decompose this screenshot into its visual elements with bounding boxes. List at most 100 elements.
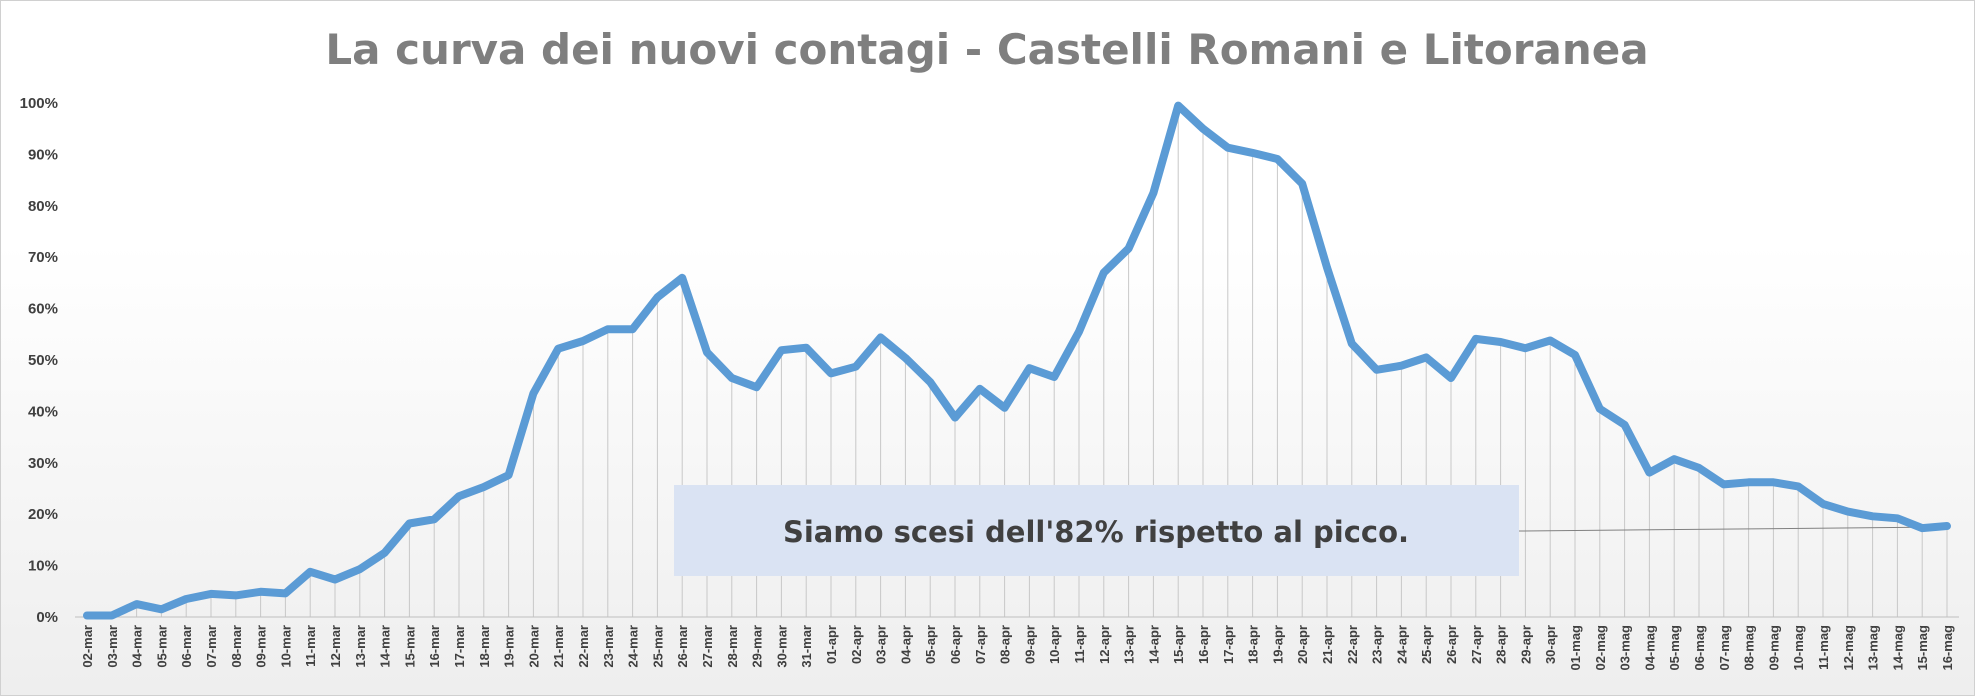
x-tick-label-05-apr: 05-apr xyxy=(923,625,938,664)
data-point-04-mag xyxy=(1646,470,1652,476)
x-tick-label-10-apr: 10-apr xyxy=(1047,625,1062,664)
y-tick-label: 40% xyxy=(28,403,58,420)
data-point-30-mar xyxy=(778,347,784,353)
x-tick-label-04-apr: 04-apr xyxy=(898,625,913,664)
x-tick-label-13-apr: 13-apr xyxy=(1122,625,1137,664)
x-tick-label-30-mar: 30-mar xyxy=(774,625,789,668)
x-tick-label-20-mar: 20-mar xyxy=(526,625,541,668)
x-tick-label-12-apr: 12-apr xyxy=(1097,625,1112,664)
x-tick-label-13-mag: 13-mag xyxy=(1866,625,1881,671)
x-tick-label-08-mar: 08-mar xyxy=(229,625,244,668)
y-tick-label: 30% xyxy=(28,455,58,472)
data-point-12-mar xyxy=(332,576,338,582)
data-point-30-apr xyxy=(1547,337,1553,343)
x-tick-label-03-mar: 03-mar xyxy=(105,625,120,668)
x-tick-label-11-mag: 11-mag xyxy=(1816,625,1831,670)
data-point-23-apr xyxy=(1374,367,1380,373)
y-tick-label: 20% xyxy=(28,506,58,523)
data-point-01-mag xyxy=(1572,352,1578,358)
x-tick-label-17-apr: 17-apr xyxy=(1221,625,1236,664)
x-tick-label-29-apr: 29-apr xyxy=(1518,625,1533,664)
data-point-03-mag xyxy=(1622,422,1628,428)
series-group xyxy=(83,101,1951,620)
data-point-04-mar xyxy=(134,601,140,607)
y-tick-label: 0% xyxy=(36,609,58,626)
x-tick-label-28-mar: 28-mar xyxy=(725,625,740,668)
data-point-11-mar xyxy=(307,569,313,575)
x-tick-label-14-mag: 14-mag xyxy=(1890,625,1905,671)
data-point-08-mar xyxy=(233,592,239,598)
data-point-23-mar xyxy=(605,326,611,332)
x-tick-label-19-apr: 19-apr xyxy=(1270,625,1285,664)
y-axis-ticks: 0% 10% 20% 30% 40% 50% 60% 70% 80% 90% 100% xyxy=(20,95,58,626)
x-tick-label-11-mar: 11-mar xyxy=(303,625,318,667)
data-point-17-apr xyxy=(1225,145,1231,151)
data-point-08-mag xyxy=(1746,479,1752,485)
data-point-22-mar xyxy=(580,338,586,344)
chart-title: La curva dei nuovi contagi - Castelli Ro… xyxy=(325,25,1648,74)
data-point-21-apr xyxy=(1324,264,1330,270)
x-tick-label-06-mag: 06-mag xyxy=(1692,625,1707,671)
x-tick-label-20-apr: 20-apr xyxy=(1295,625,1310,664)
x-tick-label-03-mag: 03-mag xyxy=(1618,625,1633,671)
x-tick-label-07-apr: 07-apr xyxy=(973,625,988,664)
data-point-07-apr xyxy=(977,386,983,392)
annotation-text: Siamo scesi dell'82% rispetto al picco. xyxy=(783,515,1409,549)
data-point-12-mag xyxy=(1845,509,1851,515)
x-tick-label-01-apr: 01-apr xyxy=(824,625,839,664)
data-point-09-apr xyxy=(1026,365,1032,371)
data-point-03-mar xyxy=(109,612,115,618)
data-point-15-apr xyxy=(1175,103,1181,109)
data-point-16-mag xyxy=(1944,523,1950,529)
data-point-29-mar xyxy=(754,384,760,390)
data-point-07-mag xyxy=(1721,481,1727,487)
data-point-14-mag xyxy=(1894,515,1900,521)
x-tick-label-07-mar: 07-mar xyxy=(204,625,219,668)
x-tick-label-26-mar: 26-mar xyxy=(675,625,690,668)
x-tick-label-07-mag: 07-mag xyxy=(1717,625,1732,671)
x-tick-label-16-mag: 16-mag xyxy=(1940,625,1955,671)
data-point-06-mag xyxy=(1696,465,1702,471)
x-tick-label-09-mag: 09-mag xyxy=(1766,625,1781,671)
annotation-leader-line xyxy=(1518,526,1946,532)
data-point-05-apr xyxy=(927,379,933,385)
annotation-box xyxy=(674,485,1519,576)
x-tick-label-26-apr: 26-apr xyxy=(1444,625,1459,664)
data-point-09-mar xyxy=(258,589,264,595)
x-tick-label-09-apr: 09-apr xyxy=(1022,625,1037,664)
y-tick-label: 60% xyxy=(28,301,58,318)
data-point-15-mar xyxy=(406,520,412,526)
data-point-10-mar xyxy=(282,590,288,596)
x-tick-label-09-mar: 09-mar xyxy=(254,625,269,668)
x-tick-label-11-apr: 11-apr xyxy=(1072,625,1087,663)
x-tick-label-02-mag: 02-mag xyxy=(1593,625,1608,671)
data-point-16-mar xyxy=(431,516,437,522)
x-tick-label-04-mar: 04-mar xyxy=(130,625,145,668)
data-point-14-apr xyxy=(1150,190,1156,196)
data-point-26-apr xyxy=(1448,375,1454,381)
data-point-12-apr xyxy=(1101,270,1107,276)
series-line xyxy=(83,101,1951,620)
x-tick-label-29-mar: 29-mar xyxy=(750,625,765,668)
data-point-31-mar xyxy=(803,345,809,351)
x-tick-label-28-apr: 28-apr xyxy=(1494,625,1509,664)
data-point-24-mar xyxy=(630,326,636,332)
data-point-14-mar xyxy=(382,550,388,556)
x-tick-label-05-mar: 05-mar xyxy=(154,625,169,668)
x-tick-label-08-apr: 08-apr xyxy=(998,625,1013,664)
data-point-05-mar xyxy=(158,606,164,612)
x-tick-label-31-mar: 31-mar xyxy=(799,625,814,668)
data-point-18-apr xyxy=(1250,150,1256,156)
data-point-09-mag xyxy=(1770,479,1776,485)
x-tick-label-14-mar: 14-mar xyxy=(378,625,393,668)
data-point-10-apr xyxy=(1051,374,1057,380)
x-tick-label-21-apr: 21-apr xyxy=(1320,625,1335,664)
x-tick-label-15-mar: 15-mar xyxy=(402,625,417,668)
data-point-20-apr xyxy=(1299,181,1305,187)
data-point-11-apr xyxy=(1076,329,1082,335)
data-point-03-apr xyxy=(878,334,884,340)
data-point-19-apr xyxy=(1274,156,1280,162)
x-tick-label-02-apr: 02-apr xyxy=(849,625,864,664)
x-tick-label-18-apr: 18-apr xyxy=(1246,625,1261,664)
